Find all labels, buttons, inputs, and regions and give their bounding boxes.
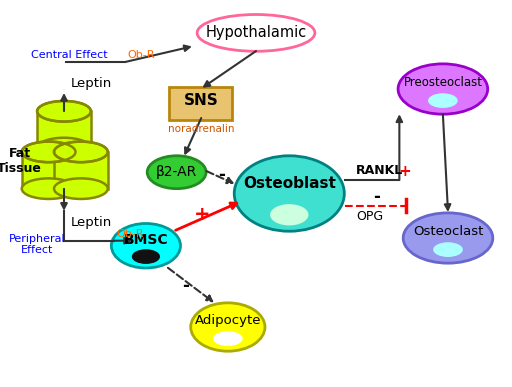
Text: +: + [194,205,210,224]
Ellipse shape [37,138,91,158]
Ellipse shape [197,14,315,51]
Ellipse shape [213,331,243,346]
Ellipse shape [22,178,76,199]
Ellipse shape [403,213,493,263]
Text: BMSC: BMSC [123,233,168,247]
Ellipse shape [234,156,344,231]
Text: OPG: OPG [356,210,383,223]
Text: Ob-R: Ob-R [127,50,155,60]
Ellipse shape [428,93,458,108]
Text: Leptin: Leptin [71,216,112,229]
Text: RANKL: RANKL [356,164,403,177]
Ellipse shape [270,204,308,225]
Text: Hypothalamic: Hypothalamic [205,26,307,40]
Text: Adipocyte: Adipocyte [195,313,261,327]
Bar [37,111,91,148]
Text: β2-AR: β2-AR [156,165,197,179]
Ellipse shape [111,224,180,268]
Text: Leptin: Leptin [71,77,112,90]
Bar [54,152,108,188]
Bar [22,152,76,188]
Text: Preosteoclast: Preosteoclast [403,75,482,89]
Text: Osteoclast: Osteoclast [413,224,483,238]
Ellipse shape [37,101,91,122]
Ellipse shape [54,142,108,162]
Text: Central Effect: Central Effect [31,50,108,60]
Text: SNS: SNS [184,92,218,108]
Ellipse shape [132,249,160,264]
Ellipse shape [22,142,76,162]
Ellipse shape [398,64,488,114]
Text: Ob-R: Ob-R [117,229,144,239]
Ellipse shape [54,178,108,199]
Text: -: - [373,188,380,206]
Text: +: + [398,164,411,178]
Text: Osteoblast: Osteoblast [243,176,336,191]
Text: Peripheral
Effect: Peripheral Effect [9,234,65,255]
Ellipse shape [147,156,206,188]
Text: -: - [218,166,225,184]
Ellipse shape [190,303,265,351]
Text: -: - [182,277,189,295]
Text: Fat
Tissue: Fat Tissue [0,147,42,175]
FancyBboxPatch shape [169,87,232,120]
Text: noradrenalin: noradrenalin [168,124,234,134]
Ellipse shape [433,242,463,257]
